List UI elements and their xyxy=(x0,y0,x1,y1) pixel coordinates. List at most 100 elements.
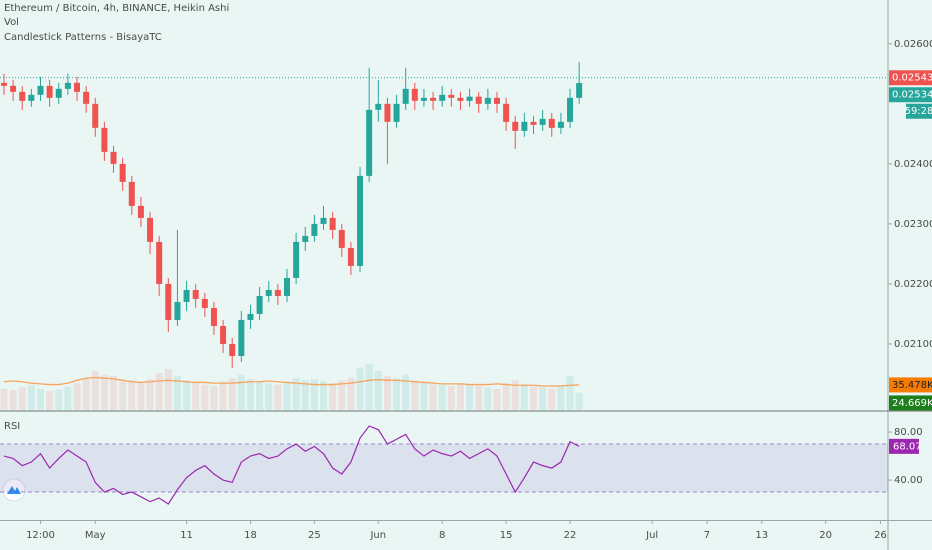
volume-bar xyxy=(310,378,318,410)
candle-body xyxy=(567,97,574,122)
candle-body xyxy=(357,175,364,266)
candle-body xyxy=(503,103,510,122)
volume-bar xyxy=(192,383,200,410)
candle-body xyxy=(311,223,318,236)
candle-body xyxy=(420,97,427,101)
volume-bar xyxy=(466,384,474,410)
candle-body xyxy=(484,97,491,104)
candle-body xyxy=(83,91,90,104)
volume-bar xyxy=(338,380,346,410)
rsi-title: RSI xyxy=(4,421,20,432)
volume-bar xyxy=(493,388,501,410)
volume-bar xyxy=(219,381,227,410)
rsi-band xyxy=(0,444,888,493)
volume-bar xyxy=(484,387,492,410)
indicator-label: Candlestick Patterns - BisayaTC xyxy=(4,32,162,43)
candle-body xyxy=(137,205,144,218)
candle-body xyxy=(411,88,418,101)
candle-body xyxy=(55,88,62,98)
volume-bar xyxy=(0,388,8,410)
volume-bar xyxy=(228,378,236,410)
candle-body xyxy=(46,85,53,98)
volume-bar xyxy=(64,386,72,410)
volume-label-bg xyxy=(889,377,932,393)
volume-bar xyxy=(55,389,63,410)
candle-body xyxy=(439,94,446,101)
candle-body xyxy=(64,82,71,89)
x-tick-label: 13 xyxy=(755,530,768,541)
volume-ma-line xyxy=(3,376,580,387)
price-label: 0.025435 xyxy=(892,73,932,84)
volume-bar xyxy=(411,380,419,410)
volume-bar xyxy=(137,383,145,410)
volume-bar xyxy=(301,380,309,410)
x-tick-label: Jul xyxy=(645,530,658,541)
candle-body xyxy=(10,85,17,92)
volume-bar xyxy=(246,378,254,410)
volume-bar xyxy=(530,386,538,410)
volume-bar xyxy=(502,383,510,410)
candle-body xyxy=(347,247,354,266)
price-label: 0.025346 xyxy=(892,90,932,101)
candle-body xyxy=(576,83,583,98)
candle-body xyxy=(156,241,163,284)
volume-bar xyxy=(27,385,35,410)
volume-bar xyxy=(237,374,245,410)
candle-body xyxy=(466,96,473,101)
rsi-value-bg xyxy=(889,438,919,454)
volume-bar xyxy=(210,385,218,410)
volume-bar xyxy=(119,381,127,410)
volume-bar xyxy=(155,373,163,410)
x-tick-label: 7 xyxy=(704,530,710,541)
x-tick-label: 15 xyxy=(500,530,513,541)
candle-body xyxy=(402,88,409,104)
candle-body xyxy=(366,109,373,176)
volume-label-bg xyxy=(889,395,932,411)
volume-bar xyxy=(256,381,264,410)
candle-body xyxy=(430,97,437,101)
volume-bar xyxy=(374,371,382,410)
candle-body xyxy=(475,96,482,104)
main-pane xyxy=(0,61,583,410)
candle-body xyxy=(448,94,455,98)
candle-body xyxy=(183,289,190,302)
candle-body xyxy=(174,301,181,320)
volume-bar xyxy=(365,364,373,410)
candle-body xyxy=(338,229,345,248)
candle-body xyxy=(384,103,391,122)
rsi-y-tick-label: 80.00 xyxy=(894,427,923,438)
volume-bar xyxy=(46,390,54,410)
volume-bar xyxy=(274,384,282,410)
candle-body xyxy=(128,181,135,206)
candle-body xyxy=(320,217,327,224)
volume-label: 35.478K xyxy=(892,380,932,391)
volume-bar xyxy=(36,388,44,410)
volume-bar xyxy=(18,387,26,410)
volume-bar xyxy=(539,387,547,410)
candle-body xyxy=(238,319,245,356)
volume-bar xyxy=(9,390,17,410)
volume-bar xyxy=(110,376,118,410)
volume-label: 24.669K xyxy=(892,398,932,409)
x-tick-label: 22 xyxy=(564,530,577,541)
candle-body xyxy=(119,163,126,182)
x-tick-label: 20 xyxy=(819,530,832,541)
candle-body xyxy=(393,103,400,122)
volume-bar xyxy=(292,378,300,410)
volume-bar xyxy=(383,376,391,410)
volume-bar xyxy=(566,376,574,410)
volume-bar xyxy=(393,378,401,410)
candle-body xyxy=(375,103,382,110)
rsi-y-tick-label: 40.00 xyxy=(894,475,923,486)
candle-body xyxy=(19,91,26,101)
volume-bar xyxy=(82,378,90,410)
candle-body xyxy=(192,289,199,299)
candle-body xyxy=(201,298,208,308)
candle-body xyxy=(530,121,537,125)
candle-body xyxy=(557,121,564,128)
volume-bar xyxy=(265,383,273,410)
volume-bar xyxy=(456,383,464,410)
candle-body xyxy=(274,289,281,296)
price-label-bg xyxy=(889,70,932,86)
